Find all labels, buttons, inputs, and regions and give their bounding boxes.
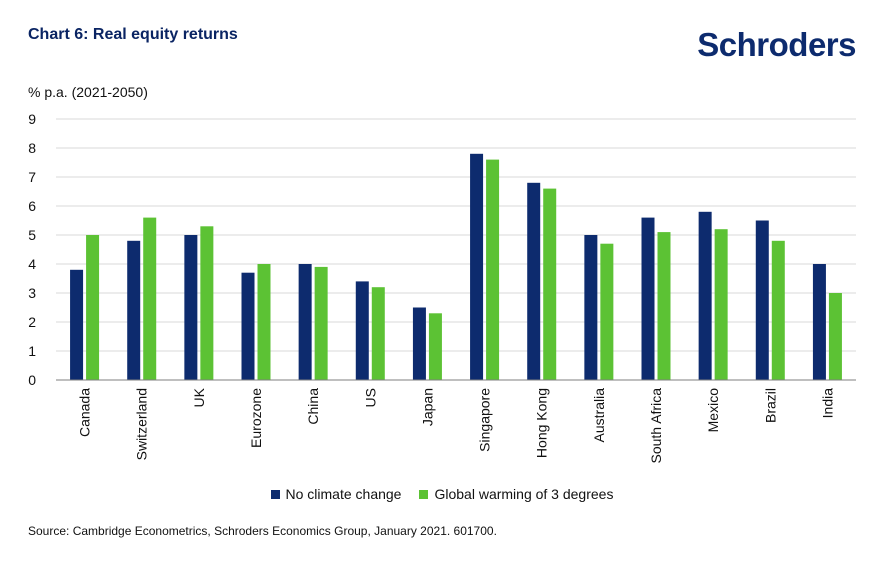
x-tick-label: Mexico	[705, 388, 721, 433]
x-tick-label: Japan	[419, 388, 435, 426]
bar-global-warming-japan	[428, 313, 442, 380]
bar-global-warming-south-africa	[657, 232, 671, 380]
bar-global-warming-australia	[600, 243, 614, 380]
y-tick-label: 0	[28, 372, 36, 388]
bar-no-climate-change-eurozone	[241, 272, 255, 380]
bar-no-climate-change-singapore	[470, 153, 484, 380]
y-tick-label: 7	[28, 169, 36, 185]
x-tick-label: China	[305, 388, 321, 425]
bar-no-climate-change-hong-kong	[527, 182, 541, 380]
y-tick-label: 6	[28, 198, 36, 214]
y-tick-label: 5	[28, 227, 36, 243]
chart-title: Chart 6: Real equity returns	[28, 26, 238, 43]
y-tick-label: 9	[28, 111, 36, 127]
x-tick-label: Eurozone	[248, 388, 264, 448]
legend-item-global-warming: Global warming of 3 degrees	[419, 486, 613, 502]
legend-label-series-1: No climate change	[285, 486, 402, 502]
legend: No climate change Global warming of 3 de…	[0, 486, 884, 502]
x-tick-label: UK	[191, 387, 207, 407]
y-tick-label: 3	[28, 285, 36, 301]
bar-no-climate-change-australia	[584, 235, 598, 380]
bar-no-climate-change-switzerland	[127, 240, 141, 380]
bar-no-climate-change-south-africa	[641, 217, 655, 380]
source-note: Source: Cambridge Econometrics, Schroder…	[28, 524, 497, 538]
bar-no-climate-change-japan	[412, 307, 426, 380]
x-tick-label: Hong Kong	[534, 388, 550, 458]
legend-swatch-series-2	[419, 489, 429, 499]
x-tick-label: US	[362, 388, 378, 407]
y-tick-label: 8	[28, 140, 36, 156]
bar-global-warming-brazil	[771, 240, 785, 380]
bar-global-warming-switzerland	[143, 217, 157, 380]
x-tick-label: Brazil	[762, 388, 778, 423]
x-tick-label: Canada	[77, 388, 93, 437]
bar-global-warming-eurozone	[257, 264, 271, 380]
bar-global-warming-mexico	[714, 229, 728, 380]
bar-global-warming-hong-kong	[543, 188, 557, 380]
x-tick-label: Singapore	[477, 388, 493, 452]
y-tick-label: 2	[28, 314, 36, 330]
y-tick-label: 4	[28, 256, 36, 272]
x-tick-label: Switzerland	[134, 388, 150, 460]
bar-chart: 0 1 2 3 4 5 6 7 8 9 Canada Switzerland UK Eurozone Chi…	[28, 111, 856, 464]
bar-global-warming-singapore	[486, 159, 500, 380]
x-tick-label: Australia	[591, 388, 607, 443]
x-tick-label: South Africa	[648, 388, 664, 464]
bar-no-climate-change-india	[812, 264, 826, 380]
bar-global-warming-china	[314, 266, 328, 380]
bar-no-climate-change-china	[298, 264, 312, 380]
y-tick-label: 1	[28, 343, 36, 359]
y-axis-label: % p.a. (2021-2050)	[28, 84, 148, 100]
bar-global-warming-canada	[86, 235, 100, 380]
x-tick-label: India	[819, 388, 835, 419]
bar-no-climate-change-brazil	[755, 220, 769, 380]
bar-global-warming-india	[828, 293, 842, 380]
bar-no-climate-change-uk	[184, 235, 198, 380]
bar-no-climate-change-canada	[70, 269, 84, 380]
bar-no-climate-change-us	[355, 281, 369, 380]
legend-label-series-2: Global warming of 3 degrees	[434, 486, 614, 502]
legend-item-no-climate-change: No climate change	[270, 486, 402, 502]
bar-no-climate-change-mexico	[698, 211, 712, 380]
bar-global-warming-us	[371, 287, 385, 380]
brand-logo: Schroders	[697, 26, 856, 63]
bar-global-warming-uk	[200, 226, 214, 380]
legend-swatch-series-1	[270, 489, 280, 499]
